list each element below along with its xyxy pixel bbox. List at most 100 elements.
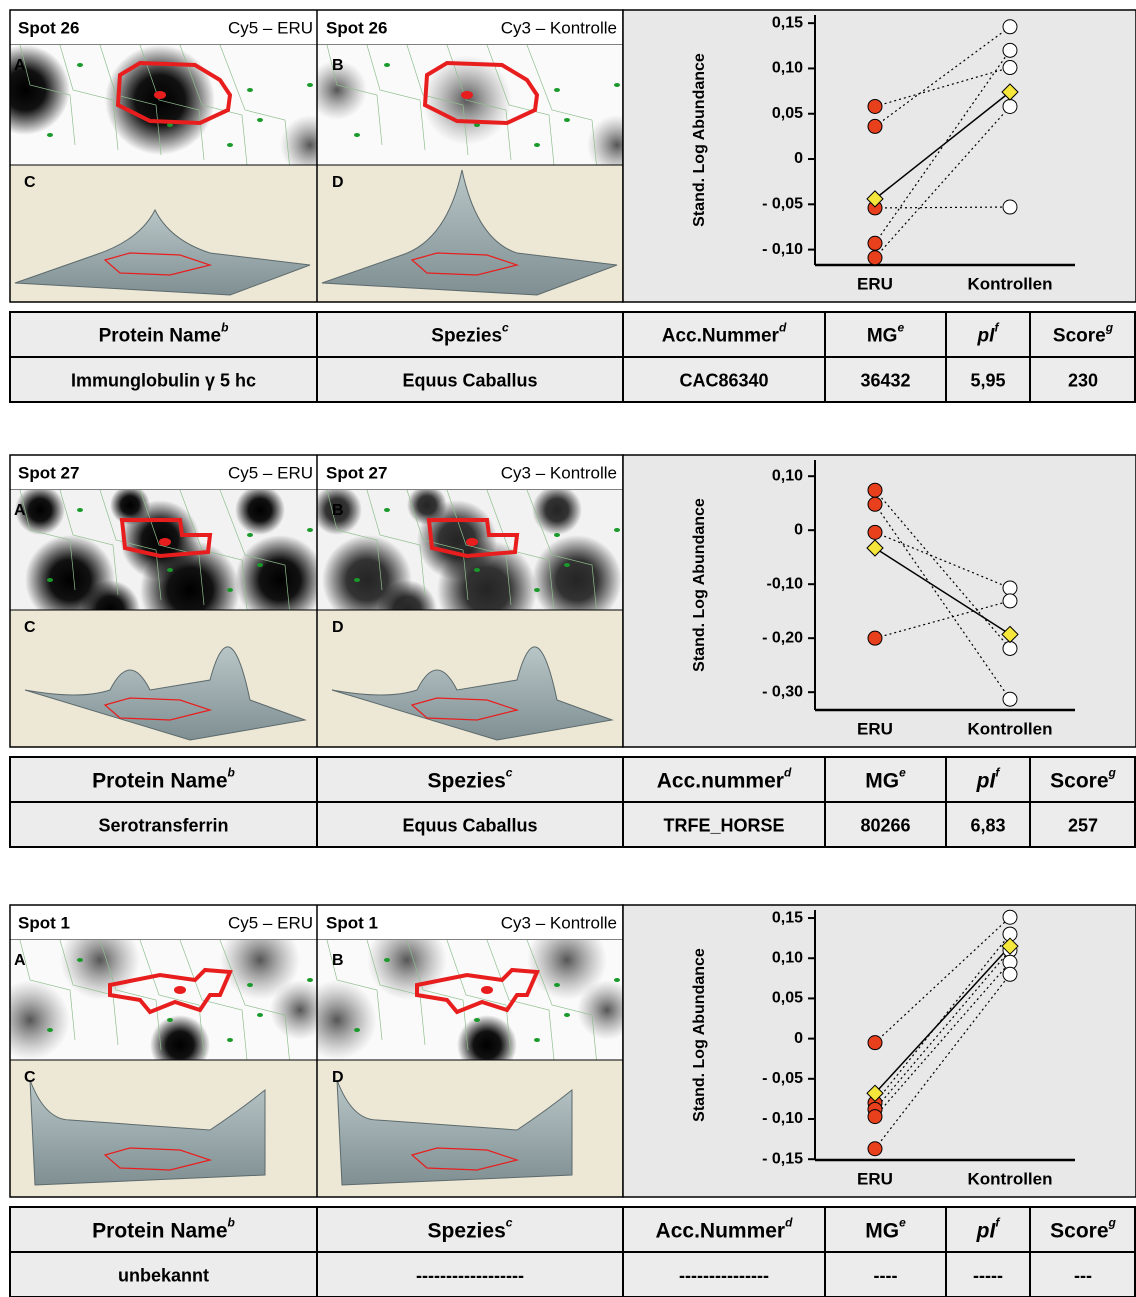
- green-dot: [564, 118, 570, 122]
- eru-point: [868, 1110, 882, 1124]
- image-label: B: [332, 952, 344, 969]
- green-dot: [77, 63, 83, 67]
- spot-center: [154, 91, 166, 99]
- image-label: C: [24, 174, 36, 191]
- header-sup: c: [506, 1216, 513, 1230]
- green-dot: [227, 1038, 233, 1042]
- control-point: [1003, 20, 1017, 34]
- green-dot: [474, 568, 480, 572]
- header-text: MG: [867, 326, 898, 347]
- eru-point: [868, 236, 882, 250]
- green-dot: [247, 88, 253, 92]
- green-dot: [227, 143, 233, 147]
- image-label: A: [14, 57, 26, 74]
- gel-content: [0, 45, 340, 175]
- control-point: [1003, 967, 1017, 981]
- spot-title: Spot 1: [18, 913, 70, 932]
- green-dot: [354, 578, 360, 582]
- header-sup: b: [228, 1216, 235, 1230]
- eru-point: [868, 119, 882, 133]
- header-sup: b: [228, 766, 235, 780]
- gel-content: [0, 920, 330, 1075]
- y-tick-label: 0,10: [772, 949, 803, 966]
- green-dot: [307, 83, 313, 87]
- green-dot: [474, 1018, 480, 1022]
- channel-label: Cy5 – ERU: [228, 913, 313, 932]
- green-dot: [257, 563, 263, 567]
- y-tick-label: 0,10: [772, 467, 803, 484]
- table-header: Protein Nameb: [99, 321, 229, 347]
- table-cell: Immunglobulin γ 5 hc: [71, 370, 256, 390]
- green-dot: [167, 1018, 173, 1022]
- green-dot: [554, 88, 560, 92]
- eru-point: [868, 525, 882, 539]
- y-tick-label: 0,10: [772, 60, 803, 77]
- control-point: [1003, 692, 1017, 706]
- surface-image: [317, 165, 623, 302]
- green-dot: [247, 983, 253, 987]
- header-text: Score: [1050, 769, 1108, 792]
- spot-title: Spot 27: [326, 463, 387, 482]
- table-header: Protein Nameb: [92, 766, 235, 792]
- table-cell: TRFE_HORSE: [663, 815, 784, 835]
- header-text: Acc.nummer: [657, 769, 784, 792]
- eru-point: [868, 1142, 882, 1156]
- table-header: Scoreg: [1053, 321, 1114, 347]
- table-cell: -----: [973, 1265, 1003, 1285]
- table-header: Protein Nameb: [92, 1216, 235, 1242]
- green-dot: [614, 83, 620, 87]
- gel-image: [0, 920, 330, 1075]
- y-tick-label: - 0,30: [762, 683, 803, 700]
- y-tick-label: - 0,20: [762, 629, 803, 646]
- table-header: Acc.Nummerd: [662, 321, 787, 347]
- x-tick-label: ERU: [857, 719, 893, 738]
- header-text: Score: [1050, 1219, 1108, 1242]
- header-sup: e: [897, 321, 904, 335]
- header-sup: b: [221, 321, 228, 335]
- green-dot: [534, 143, 540, 147]
- x-tick-label: ERU: [857, 274, 893, 293]
- gel-content: [297, 920, 637, 1075]
- eru-point: [868, 497, 882, 511]
- green-dot: [614, 978, 620, 982]
- y-axis-label: Stand. Log Abundance: [691, 948, 708, 1122]
- spot-title: Spot 27: [18, 463, 79, 482]
- surface-image: [10, 1060, 317, 1197]
- header-sup: d: [779, 321, 787, 335]
- x-tick-label: Kontrollen: [968, 274, 1053, 293]
- green-dot: [167, 568, 173, 572]
- channel-label: Cy5 – ERU: [228, 463, 313, 482]
- spot-title: Spot 26: [18, 18, 79, 37]
- channel-label: Cy3 – Kontrolle: [501, 18, 617, 37]
- header-text: pI: [976, 769, 997, 792]
- image-label: D: [332, 1069, 344, 1086]
- control-point: [1003, 200, 1017, 214]
- spot-blob: [532, 485, 582, 535]
- header-sup: d: [784, 766, 792, 780]
- x-tick-label: Kontrollen: [968, 1169, 1053, 1188]
- table-cell: ------------------: [416, 1265, 524, 1285]
- image-label: B: [332, 502, 344, 519]
- spot-center: [481, 986, 493, 994]
- green-dot: [384, 958, 390, 962]
- table-cell: 36432: [860, 370, 910, 390]
- surface-image: [10, 165, 317, 302]
- control-point: [1003, 61, 1017, 75]
- table-header: Acc.nummerd: [657, 766, 792, 792]
- table-cell: 6,83: [970, 815, 1005, 835]
- gel-image: [0, 45, 340, 175]
- green-dot: [227, 588, 233, 592]
- green-dot: [564, 563, 570, 567]
- y-tick-label: 0: [794, 1030, 803, 1047]
- green-dot: [354, 1028, 360, 1032]
- green-dot: [77, 508, 83, 512]
- image-label: A: [14, 952, 26, 969]
- table-cell: 230: [1068, 370, 1098, 390]
- header-text: Acc.Nummer: [656, 1219, 786, 1242]
- y-tick-label: - 0,10: [762, 1110, 803, 1127]
- header-sup: e: [899, 766, 906, 780]
- gel-image: [307, 45, 647, 175]
- gel-image: [297, 920, 637, 1075]
- table-cell: ----: [874, 1265, 898, 1285]
- green-dot: [534, 588, 540, 592]
